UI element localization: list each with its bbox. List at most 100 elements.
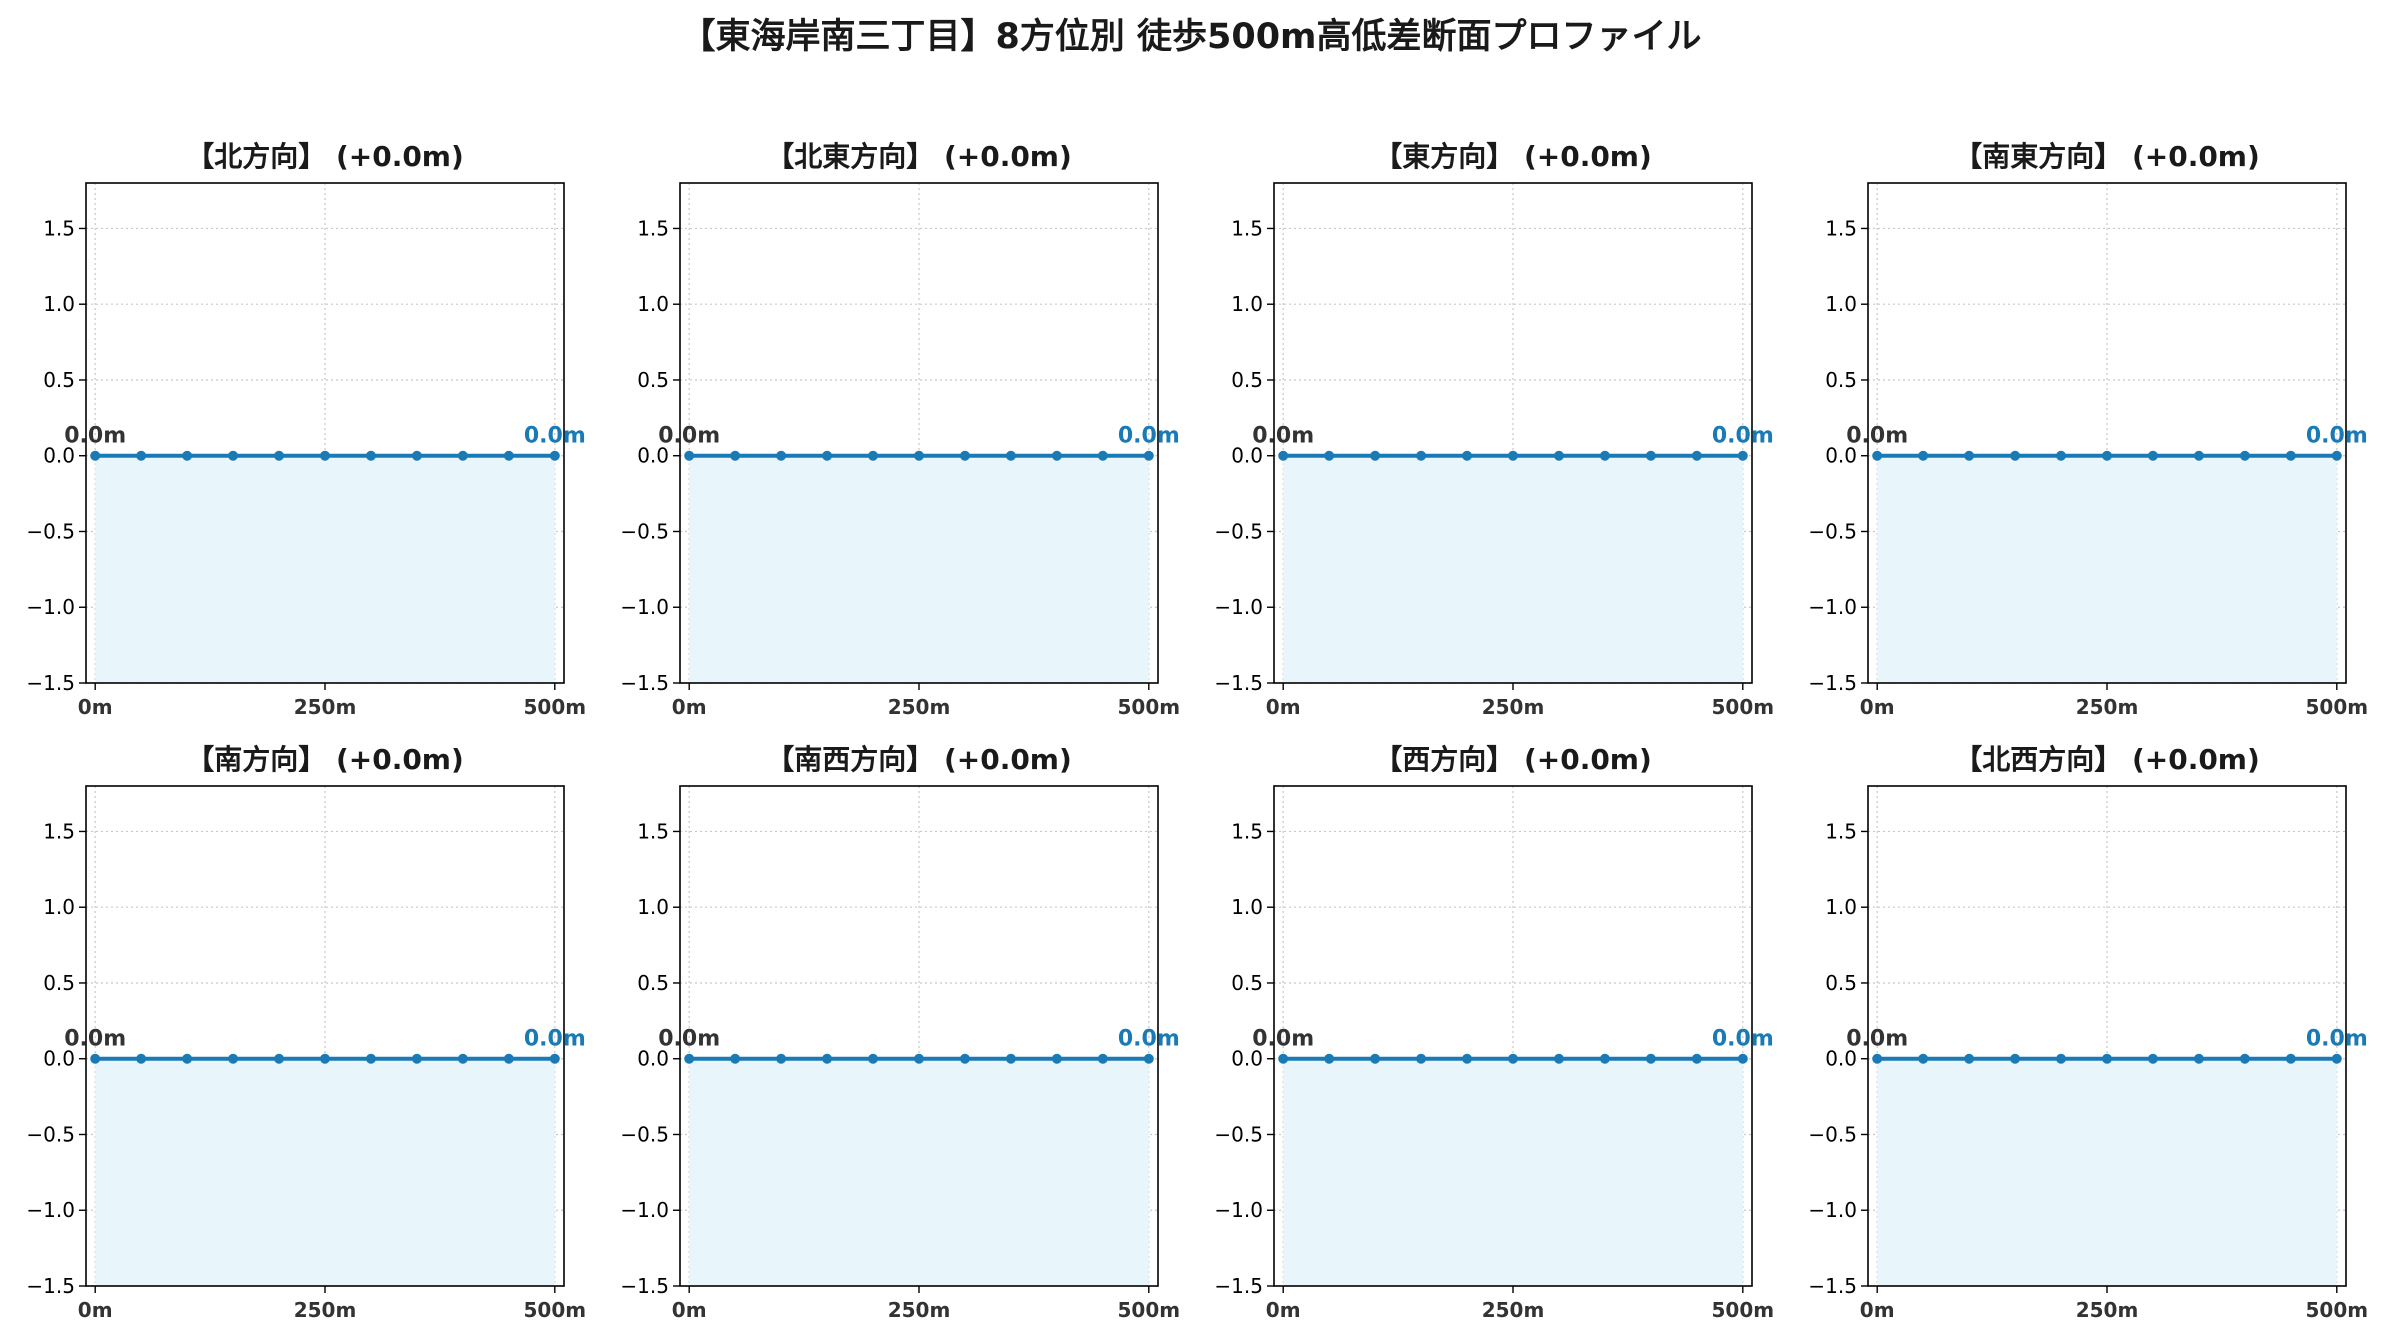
profile-point — [320, 450, 330, 461]
profile-fill — [1877, 455, 2337, 683]
profile-fill — [689, 455, 1149, 683]
start-elevation-label: 0.0m — [658, 1027, 720, 1052]
y-tick-label: −0.5 — [1214, 1122, 1263, 1146]
y-tick-label: 0.0 — [1825, 1047, 1857, 1071]
profile-point — [868, 1053, 879, 1064]
y-tick-label: −1.5 — [1808, 1274, 1857, 1298]
y-tick-label: 1.0 — [43, 895, 75, 919]
start-elevation-label: 0.0m — [64, 1027, 126, 1052]
y-tick-label: −1.0 — [1808, 1198, 1857, 1222]
profile-point — [2102, 450, 2112, 461]
profile-point — [2102, 1053, 2112, 1064]
profile-point — [776, 1053, 787, 1064]
profile-point — [684, 1053, 695, 1064]
y-tick-label: 1.0 — [1825, 292, 1857, 316]
y-tick-label: 1.0 — [1825, 895, 1857, 919]
profile-point — [2056, 1053, 2067, 1064]
y-tick-label: 0.0 — [637, 444, 669, 468]
x-tick-label: 250m — [1482, 695, 1545, 719]
profile-point — [1691, 1053, 1702, 1064]
profile-point — [2331, 1053, 2342, 1064]
profile-panel: −1.5 −1.0 −0.5 0.0 0.5 1.0 1.5 0m 250m 500m 【北東方向】… — [620, 140, 1180, 719]
start-elevation-label: 0.0m — [1846, 1027, 1908, 1052]
profile-point — [274, 1053, 285, 1064]
y-tick-label: −1.5 — [620, 1274, 669, 1298]
end-elevation-label: 0.0m — [1118, 424, 1180, 449]
y-tick-label: 0.5 — [1825, 971, 1857, 995]
profile-point — [1005, 450, 1016, 461]
profile-point — [1051, 450, 1062, 461]
profile-point — [1278, 450, 1289, 461]
y-tick-label: 1.5 — [637, 819, 669, 843]
profile-point — [411, 1053, 422, 1064]
end-elevation-label: 0.0m — [1118, 1027, 1180, 1052]
start-elevation-label: 0.0m — [1846, 424, 1908, 449]
x-tick-label: 0m — [78, 1298, 113, 1322]
profile-point — [1143, 1053, 1154, 1064]
x-tick-label: 500m — [1712, 695, 1775, 719]
panel-title: 【北西方向】 (+0.0m) — [1954, 743, 2260, 776]
profile-point — [1691, 450, 1702, 461]
profile-point — [2193, 450, 2204, 461]
profile-fill — [95, 1058, 555, 1286]
profile-point — [228, 1053, 239, 1064]
start-elevation-label: 0.0m — [1252, 424, 1314, 449]
end-elevation-label: 0.0m — [1712, 424, 1774, 449]
y-tick-label: 1.5 — [1231, 216, 1263, 240]
profile-point — [2239, 1053, 2250, 1064]
profile-point — [822, 1053, 833, 1064]
profile-point — [457, 1053, 468, 1064]
profile-point — [1872, 450, 1883, 461]
profile-point — [1143, 450, 1154, 461]
y-tick-label: −0.5 — [1808, 519, 1857, 543]
y-tick-label: −1.5 — [1808, 671, 1857, 695]
profile-point — [2193, 1053, 2204, 1064]
profile-point — [228, 450, 239, 461]
profile-point — [776, 450, 787, 461]
profile-point — [1324, 450, 1335, 461]
profile-point — [1599, 450, 1610, 461]
x-tick-label: 250m — [294, 1298, 357, 1322]
y-tick-label: 0.5 — [43, 971, 75, 995]
profile-point — [365, 1053, 376, 1064]
x-tick-label: 250m — [888, 695, 951, 719]
end-elevation-label: 0.0m — [1712, 1027, 1774, 1052]
profile-point — [2331, 450, 2342, 461]
y-tick-label: 0.5 — [1231, 368, 1263, 392]
x-tick-label: 250m — [888, 1298, 951, 1322]
x-tick-label: 250m — [2076, 695, 2139, 719]
profile-point — [1964, 1053, 1975, 1064]
x-tick-label: 0m — [1860, 695, 1895, 719]
profile-point — [182, 450, 193, 461]
y-tick-label: −0.5 — [26, 519, 75, 543]
profile-fill — [95, 455, 555, 683]
x-tick-label: 250m — [2076, 1298, 2139, 1322]
panel-title: 【南東方向】 (+0.0m) — [1954, 140, 2260, 173]
profile-point — [274, 450, 285, 461]
chart-title: 【東海岸南三丁目】8方位別 徒歩500m高低差断面プロファイル — [680, 17, 1702, 57]
end-elevation-label: 0.0m — [2306, 1027, 2368, 1052]
x-tick-label: 500m — [1712, 1298, 1775, 1322]
profile-point — [730, 450, 741, 461]
profile-fill — [1283, 455, 1743, 683]
y-tick-label: −1.0 — [620, 1198, 669, 1222]
profile-point — [182, 1053, 193, 1064]
x-tick-label: 0m — [672, 1298, 707, 1322]
y-tick-label: 1.5 — [1825, 216, 1857, 240]
profile-panel: −1.5 −1.0 −0.5 0.0 0.5 1.0 1.5 0m 250m 500m 【南方向】 … — [26, 743, 586, 1322]
profile-panel: −1.5 −1.0 −0.5 0.0 0.5 1.0 1.5 0m 250m 500m 【北西方向】… — [1808, 743, 2368, 1322]
profile-point — [2285, 1053, 2296, 1064]
profile-point — [914, 1053, 924, 1064]
profile-panel: −1.5 −1.0 −0.5 0.0 0.5 1.0 1.5 0m 250m 500m 【西方向】 … — [1214, 743, 1774, 1322]
profile-point — [1416, 450, 1427, 461]
panel-title: 【北東方向】 (+0.0m) — [766, 140, 1072, 173]
profile-point — [2239, 450, 2250, 461]
profile-point — [457, 450, 468, 461]
x-tick-label: 500m — [1118, 1298, 1181, 1322]
profile-point — [1508, 450, 1518, 461]
end-elevation-label: 0.0m — [524, 1027, 586, 1052]
y-tick-label: −1.0 — [26, 595, 75, 619]
y-tick-label: 1.5 — [43, 216, 75, 240]
profile-point — [1005, 1053, 1016, 1064]
profile-point — [730, 1053, 741, 1064]
